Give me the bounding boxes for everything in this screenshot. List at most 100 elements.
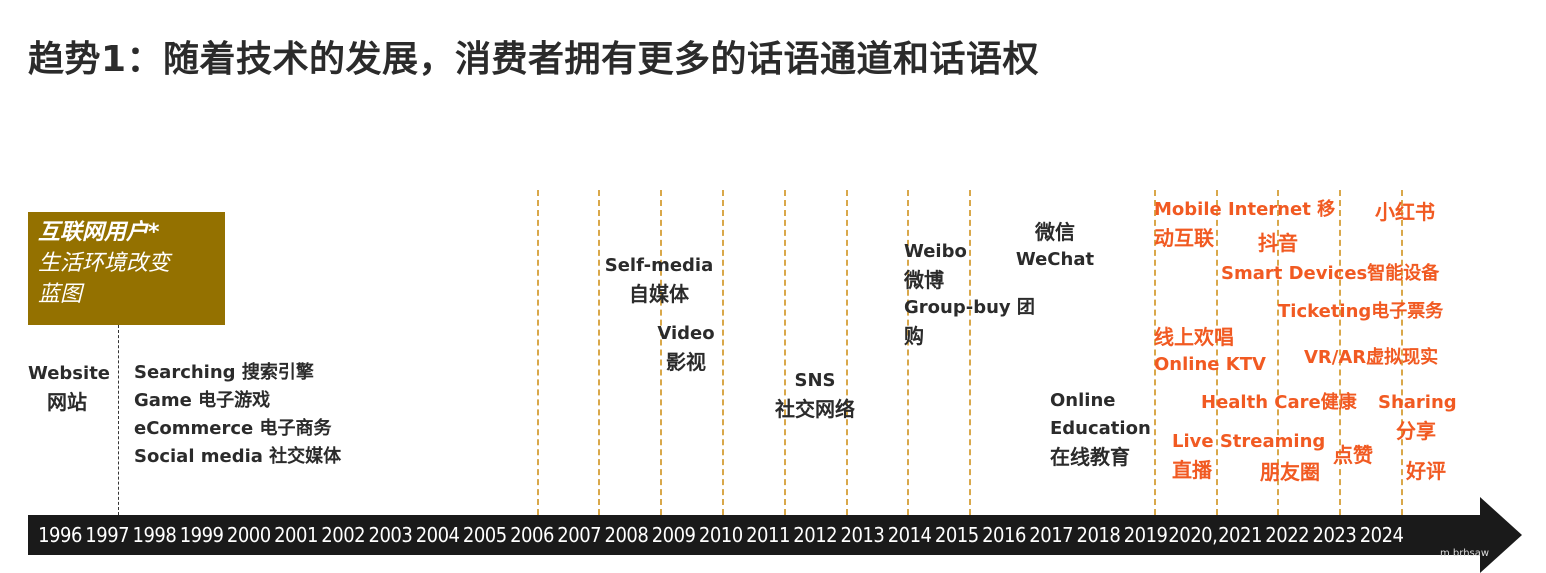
mobile-internet-line-2: 动互联 <box>1154 226 1214 250</box>
list-item: Social media 社交媒体 <box>134 446 342 467</box>
haoping-label: 好评 <box>1406 459 1446 483</box>
timeline-axis <box>28 515 1480 555</box>
online-ktv-label: 线上欢唱 Online KTV <box>1154 323 1266 379</box>
year-label: 2000 <box>226 523 271 547</box>
sns-en: SNS <box>794 370 836 391</box>
website-label: Website 网站 <box>28 360 111 416</box>
year-label: 2007 <box>557 523 602 547</box>
list-item: Game 电子游戏 <box>134 390 271 411</box>
online-ktv-cn: 线上欢唱 <box>1154 325 1234 349</box>
weibo-en: Weibo <box>904 241 967 262</box>
sharing-cn: 分享 <box>1396 419 1436 443</box>
mobile-internet-line-1: Mobile Internet 移 <box>1154 199 1336 220</box>
year-label: 2013 <box>840 523 885 547</box>
dianzan-label: 点赞 <box>1333 443 1373 467</box>
guide-line-2008 <box>660 190 662 515</box>
year-label: 2010 <box>698 523 743 547</box>
self-media-label: Self-media 自媒体 <box>603 252 715 308</box>
video-label: Video 影视 <box>656 320 716 376</box>
health-care-label: Health Care健康 <box>1201 392 1357 413</box>
vr-ar-label: VR/AR虚拟现实 <box>1304 347 1439 368</box>
year-label: 2004 <box>415 523 460 547</box>
year-label: 2005 <box>462 523 507 547</box>
guide-line-2019 <box>1154 190 1156 515</box>
year-label: 1996 <box>38 523 82 547</box>
year-label: 2023 <box>1312 523 1357 547</box>
guide-line-2011 <box>784 190 786 515</box>
self-media-en: Self-media <box>604 255 714 276</box>
year-label: 1999 <box>179 523 224 547</box>
year-label: 2012 <box>793 523 838 547</box>
wechat-cn: 微信 <box>1035 220 1075 244</box>
year-label: 2002 <box>321 523 366 547</box>
live-streaming-label: Live Streaming 直播 <box>1172 428 1325 484</box>
self-media-cn: 自媒体 <box>629 282 689 306</box>
year-label: 2024 <box>1359 523 1404 547</box>
year-label: 2011 <box>746 523 790 547</box>
year-label: 2006 <box>510 523 554 547</box>
groupbuy-line-2: 购 <box>904 324 924 348</box>
year-label: 2008 <box>604 523 649 547</box>
groupbuy-line-1: Group-buy 团 <box>904 297 1035 318</box>
early-internet-list: Searching 搜索引擎 Game 电子游戏 eCommerce 电子商务 … <box>134 359 341 471</box>
online-education-label: Online Education 在线教育 <box>1050 387 1151 471</box>
sns-cn: 社交网络 <box>775 397 855 421</box>
wechat-label: 微信 WeChat <box>1010 218 1100 274</box>
sns-label: SNS 社交网络 <box>765 367 865 423</box>
year-label: 2014 <box>887 523 932 547</box>
mobile-internet-label: Mobile Internet 移 动互联 <box>1154 196 1335 252</box>
guide-line-2014 <box>907 190 909 515</box>
website-cn: 网站 <box>47 390 87 414</box>
timeline-arrowhead <box>1480 497 1522 573</box>
website-en: Website <box>28 363 111 384</box>
year-label: 2015 <box>934 523 979 547</box>
smart-devices-label: Smart Devices智能设备 <box>1221 263 1440 284</box>
guide-line-2012 <box>846 190 848 515</box>
divider-1997 <box>118 325 119 515</box>
year-label: 2016 <box>982 523 1026 547</box>
year-label: 2018 <box>1076 523 1121 547</box>
year-label: 2022 <box>1265 523 1310 547</box>
video-en: Video <box>657 323 715 344</box>
sharing-label: Sharing 分享 <box>1378 389 1457 445</box>
education-line-2: Education <box>1050 418 1151 439</box>
guide-line-2020 <box>1216 190 1218 515</box>
guide-line-2006 <box>537 190 539 515</box>
guide-line-2023 <box>1401 190 1403 515</box>
education-line-1: Online <box>1050 390 1116 411</box>
year-label: 2021 <box>1218 523 1262 547</box>
weibo-cn: 微博 <box>904 268 944 292</box>
weibo-groupbuy-label: Weibo 微博 Group-buy 团 购 <box>904 238 1035 350</box>
live-streaming-cn: 直播 <box>1172 458 1212 482</box>
year-label: 1998 <box>132 523 177 547</box>
list-item: eCommerce 电子商务 <box>134 418 332 439</box>
guide-line-2010 <box>722 190 724 515</box>
year-label: 2001 <box>274 523 318 547</box>
live-streaming-en: Live Streaming <box>1172 431 1326 452</box>
year-label: 2009 <box>651 523 696 547</box>
year-label: 2019 <box>1123 523 1168 547</box>
blueprint-badge: 互联网用户* 生活环境改变 蓝图 <box>28 212 225 325</box>
year-label: 2020, <box>1168 523 1218 547</box>
ticketing-label: Ticketing电子票务 <box>1278 301 1444 322</box>
year-label: 2003 <box>368 523 413 547</box>
page-title: 趋势1：随着技术的发展，消费者拥有更多的话语通道和话语权 <box>28 39 1040 80</box>
sharing-en: Sharing <box>1378 392 1457 413</box>
pengyouquan-label: 朋友圈 <box>1260 460 1320 484</box>
xiaohongshu-label: 小红书 <box>1375 200 1435 224</box>
badge-title: 互联网用户* <box>38 220 160 245</box>
guide-line-2022 <box>1339 190 1341 515</box>
list-item: Searching 搜索引擎 <box>134 362 314 383</box>
video-cn: 影视 <box>666 350 706 374</box>
guide-line-2015 <box>969 190 971 515</box>
wechat-en: WeChat <box>1015 249 1095 270</box>
watermark: m brhsaw <box>1440 548 1490 559</box>
year-label: 1997 <box>85 523 130 547</box>
year-label: 2017 <box>1029 523 1074 547</box>
guide-line-2007 <box>598 190 600 515</box>
douyin-label: 抖音 <box>1258 231 1298 255</box>
badge-line-2: 生活环境改变 <box>38 251 171 276</box>
education-line-3: 在线教育 <box>1050 445 1130 469</box>
badge-line-3: 蓝图 <box>38 282 83 307</box>
online-ktv-en: Online KTV <box>1154 354 1266 375</box>
